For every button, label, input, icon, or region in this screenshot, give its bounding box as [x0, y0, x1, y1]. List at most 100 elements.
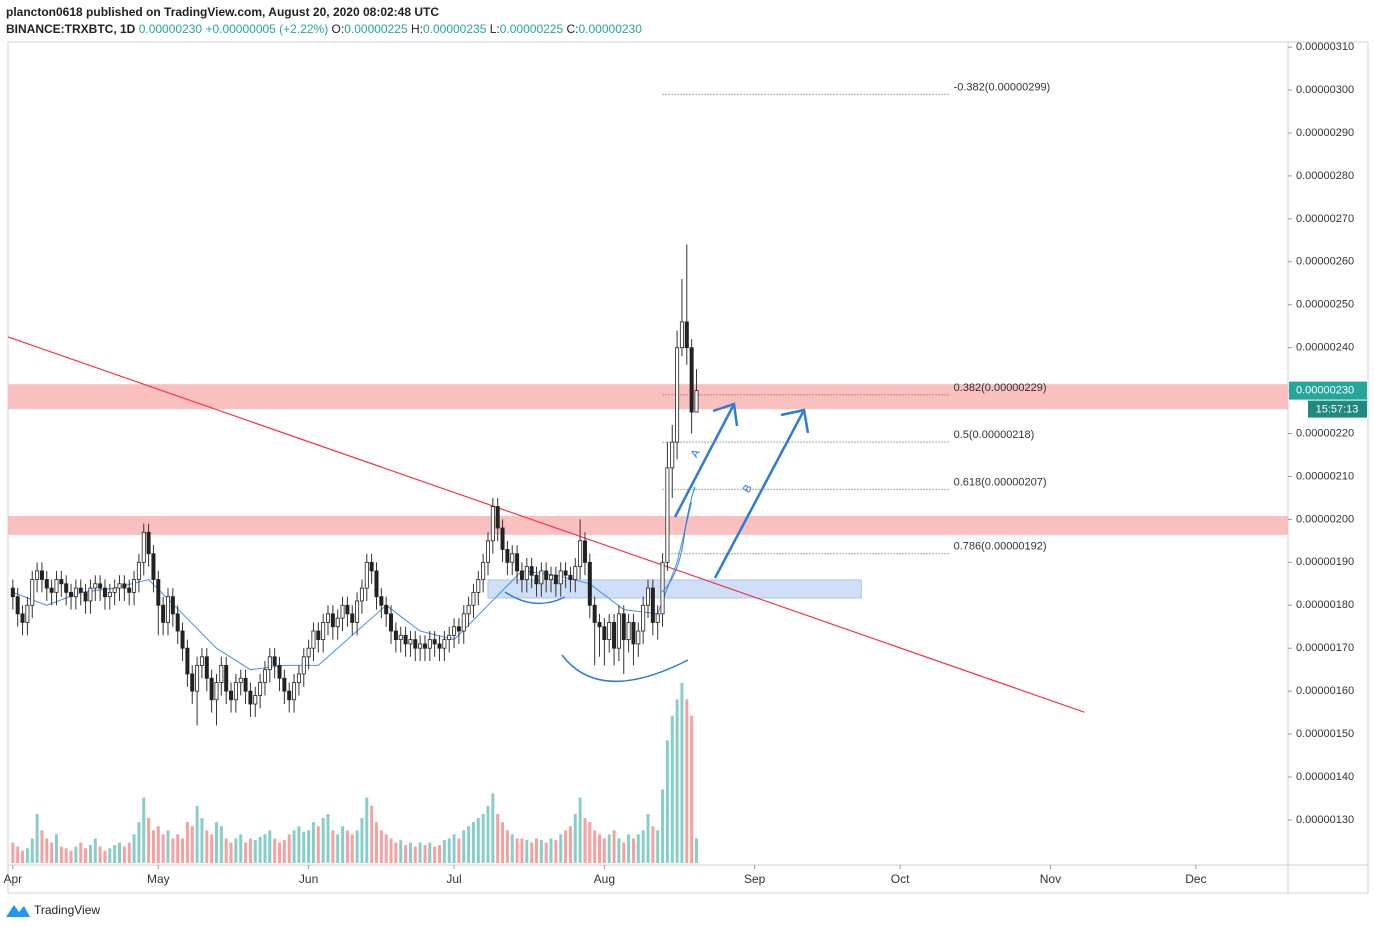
candle-body — [490, 506, 495, 542]
volume-bar — [268, 830, 272, 863]
volume-bar — [496, 813, 500, 863]
volume-bar — [263, 834, 267, 863]
volume-bar — [122, 846, 126, 863]
candle-body — [146, 531, 151, 555]
y-tick-label: 0.00000150 — [1296, 728, 1354, 740]
volume-bar — [568, 826, 572, 863]
candle-body — [175, 613, 180, 632]
volume-bar — [534, 838, 538, 863]
volume-bar — [661, 789, 665, 863]
c-value: 0.00000230 — [578, 22, 642, 36]
candle-body — [510, 553, 515, 563]
volume-bar — [166, 830, 170, 863]
candle-body — [456, 626, 461, 632]
candle-body — [665, 467, 670, 563]
candle-body — [25, 604, 30, 623]
candle-body — [180, 630, 185, 649]
volume-bar — [127, 842, 131, 863]
c-label: C: — [566, 22, 579, 36]
symbol: BINANCE:TRXBTC, 1D — [6, 22, 136, 36]
candle-body — [136, 561, 141, 580]
volume-bar — [316, 826, 320, 863]
candle-body — [233, 682, 238, 701]
candle-body — [568, 574, 573, 580]
y-tick-label: 0.00000160 — [1296, 685, 1354, 697]
candle-body — [544, 570, 549, 580]
volume-bar — [418, 842, 422, 863]
volume-bar — [16, 846, 20, 863]
volume-bar — [98, 846, 102, 863]
volume-bar — [515, 838, 519, 863]
candle-body — [612, 622, 617, 649]
last: 0.00000230 — [138, 22, 203, 36]
volume-bar — [447, 838, 451, 863]
volume-bar — [287, 834, 291, 863]
volume-bar — [336, 834, 340, 863]
volume-bar — [389, 838, 393, 863]
x-tick-label: Dec — [1185, 872, 1206, 886]
candle-body — [122, 583, 127, 589]
candle-body — [384, 604, 389, 615]
candle-body — [626, 622, 631, 641]
candle-body — [689, 347, 694, 413]
y-tick-label: 0.00000190 — [1296, 556, 1354, 568]
volume-bar — [307, 830, 311, 863]
volume-bar — [641, 830, 645, 863]
volume-bar — [113, 845, 117, 863]
volume-bar — [79, 842, 83, 863]
candle-body — [132, 579, 137, 593]
candle-body — [471, 591, 476, 606]
volume-bar — [21, 850, 25, 863]
volume-bar — [355, 830, 359, 863]
x-tick-label: May — [147, 872, 170, 886]
candle-body — [597, 622, 602, 628]
candle-body — [127, 587, 132, 593]
volume-bar — [491, 793, 495, 863]
volume-bar — [360, 818, 364, 863]
volume-bar — [433, 846, 437, 863]
candle-body — [345, 604, 350, 615]
change: +0.00000005 (+2.22%) — [205, 22, 329, 36]
fib-label: 0.5(0.00000218) — [954, 429, 1035, 441]
candle-body — [587, 561, 592, 606]
candle-body — [102, 587, 107, 598]
volume-bar — [423, 845, 427, 863]
candle-body — [282, 677, 287, 692]
candle-body — [340, 604, 345, 619]
volume-bar — [45, 838, 49, 863]
trendline — [7, 336, 1085, 713]
volume-bar — [607, 834, 611, 863]
candle-body — [578, 540, 583, 568]
volume-bar — [297, 826, 301, 863]
volume-bar — [384, 834, 388, 863]
candle-body — [185, 647, 190, 675]
volume-bar — [549, 838, 553, 863]
candle-body — [277, 664, 282, 679]
volume-bar — [404, 845, 408, 863]
candle-body — [389, 613, 394, 632]
volume-bar — [311, 822, 315, 863]
volume-bar — [273, 838, 277, 863]
candle-body — [292, 682, 297, 701]
volume-bar — [510, 834, 514, 863]
drawings — [504, 402, 810, 683]
volume-bar — [627, 834, 631, 863]
candle-body — [636, 630, 641, 645]
candle-body — [452, 626, 457, 636]
candle-body — [39, 570, 44, 580]
candle-body — [69, 591, 74, 598]
volume-bar — [345, 830, 349, 863]
x-tick-label: Jul — [446, 872, 461, 886]
candle-body — [204, 656, 209, 679]
volume-bar — [462, 830, 466, 863]
candle-body — [248, 690, 253, 705]
volume-bar — [282, 840, 286, 863]
volume-bar — [64, 848, 68, 863]
candle-body — [311, 630, 316, 649]
small-cup — [504, 591, 566, 605]
volume-bar — [539, 840, 543, 863]
candle-body — [20, 613, 25, 623]
volume-bar — [408, 842, 412, 863]
volume-bar — [675, 699, 679, 863]
